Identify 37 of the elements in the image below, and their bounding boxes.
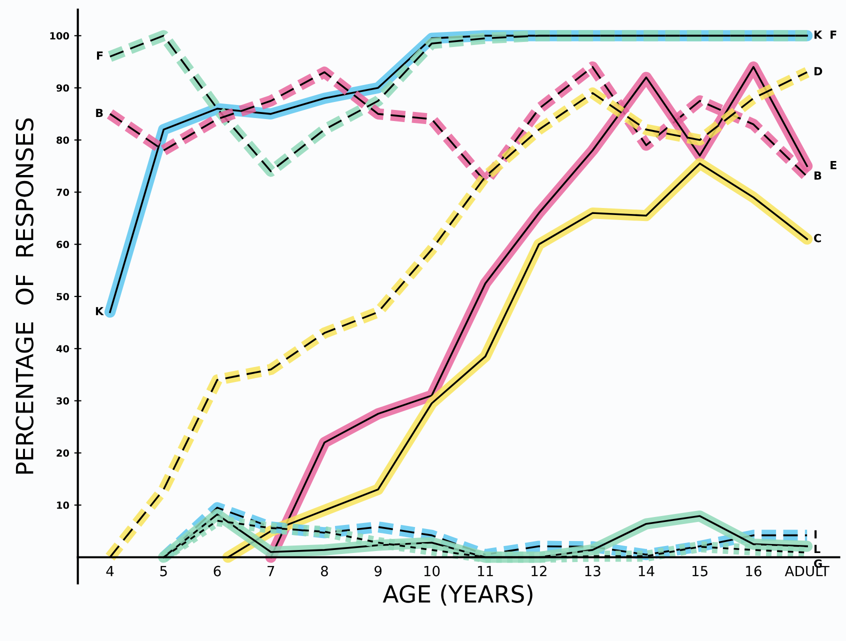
y-tick-label: 60	[56, 240, 70, 248]
series-label: I	[814, 530, 817, 538]
series-label: D	[814, 67, 822, 76]
y-tick-label: 50	[56, 292, 70, 300]
x-tick-label: ADULT	[784, 566, 830, 576]
series-label: C	[814, 234, 821, 242]
y-tick-label: 10	[57, 502, 70, 509]
x-tick-label: 6	[214, 566, 221, 576]
x-tick-label: 5	[160, 566, 167, 576]
text: F	[830, 30, 836, 39]
x-tick-label: 16	[746, 566, 762, 576]
x-tick-label: 7	[268, 566, 274, 576]
x-tick-label: 13	[585, 566, 600, 576]
series-label: K	[96, 307, 104, 316]
y-tick-label: 40	[56, 345, 70, 352]
x-tick-label: 12	[532, 566, 546, 576]
series-label: B	[96, 108, 103, 117]
x-tick-label: 9	[374, 566, 382, 576]
x-tick-label: 8	[321, 566, 328, 576]
x-tick-label: 4	[106, 566, 114, 576]
y-tick-label: 20	[56, 449, 70, 457]
x-tick-label: 14	[638, 566, 654, 576]
series-label: L	[814, 544, 820, 553]
y-axis-title: PERCENTAGE OF RESPONSES	[16, 118, 34, 474]
y-tick-label: 30	[56, 397, 70, 405]
text: B	[814, 171, 822, 180]
y-tick-label: 90	[56, 84, 70, 92]
x-tick-label: 10	[424, 566, 440, 576]
x-tick-label: 11	[478, 566, 493, 576]
y-tick-label: 70	[56, 188, 70, 196]
y-tick-label: 80	[56, 136, 70, 144]
text: E	[830, 161, 836, 170]
x-tick-label: 15	[692, 566, 708, 576]
x-axis-title: AGE (YEARS)	[382, 584, 532, 606]
y-tick-label: 100	[50, 32, 70, 40]
series-label: F	[97, 52, 103, 60]
text: K	[814, 30, 822, 39]
